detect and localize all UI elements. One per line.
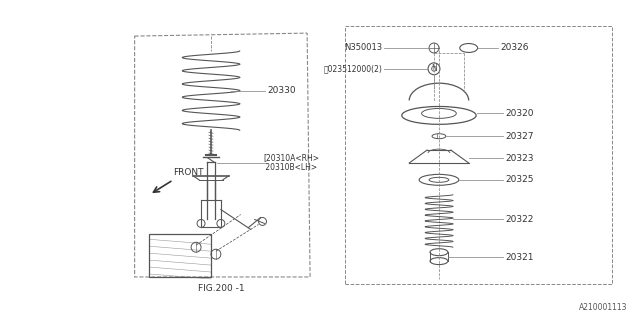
Text: 20310B<LH>: 20310B<LH> [264,164,317,172]
Text: 20330: 20330 [268,86,296,95]
Text: 20325: 20325 [506,175,534,184]
Text: N350013: N350013 [344,44,383,52]
Text: FRONT: FRONT [173,168,204,177]
Text: 20322: 20322 [506,215,534,224]
Text: FIG.200 -1: FIG.200 -1 [198,284,244,293]
Text: 20327: 20327 [506,132,534,141]
Text: 20323: 20323 [506,154,534,163]
Text: N: N [431,64,437,73]
Text: Ⓝ023512000(2): Ⓝ023512000(2) [324,64,383,73]
Text: 20321: 20321 [506,253,534,262]
Text: 20326: 20326 [500,44,529,52]
Text: 20320: 20320 [506,109,534,118]
Text: [20310A<RH>: [20310A<RH> [264,154,319,163]
Text: A210001113: A210001113 [579,303,627,312]
